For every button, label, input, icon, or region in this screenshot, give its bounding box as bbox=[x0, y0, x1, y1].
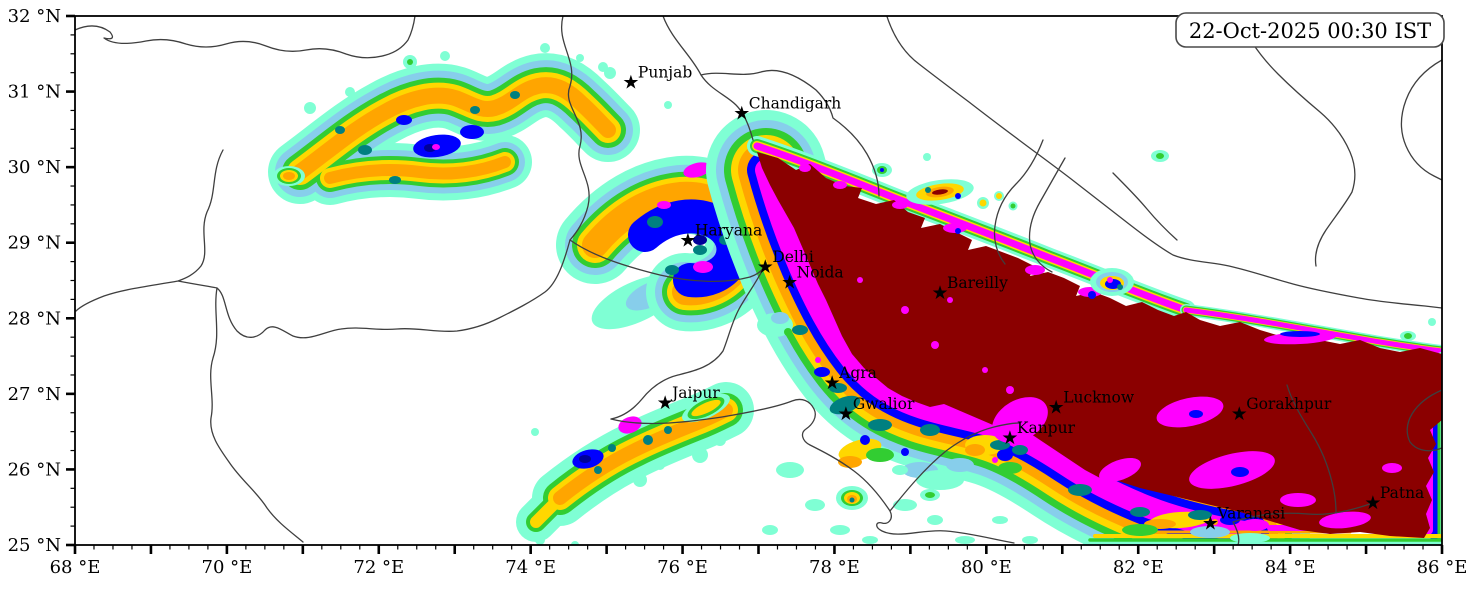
city-label: Patna bbox=[1380, 484, 1424, 502]
y-axis-tick-label: 28 °N bbox=[8, 308, 61, 329]
city-label: Agra bbox=[838, 364, 877, 382]
city-label: Noida bbox=[797, 263, 844, 281]
city-marker-lucknow: ★Lucknow bbox=[1048, 389, 1135, 419]
y-axis-tick-label: 27 °N bbox=[8, 384, 61, 405]
city-marker-chandigarh: ★Chandigarh bbox=[733, 95, 841, 125]
axis-tick-labels-layer: 68 °E 70 °E 72 °E 74 °E 76 °E 78 °E 80 °E 82 °E… bbox=[8, 6, 1468, 578]
boundary-varanasi bbox=[1232, 503, 1371, 545]
city-marker-gwalior: ★Gwalior bbox=[837, 395, 915, 425]
boundary-punjab-west bbox=[561, 16, 590, 241]
precip-isolated-north-blobs bbox=[872, 150, 1436, 341]
x-axis-tick-label: 82 °E bbox=[1113, 557, 1164, 578]
precip-extreme-red-mass bbox=[757, 152, 1442, 538]
city-label: Haryana bbox=[695, 222, 762, 240]
boundary-delhi-south bbox=[610, 262, 767, 420]
boundary-chambal bbox=[610, 398, 1015, 544]
boundaries-layer bbox=[75, 16, 1442, 545]
precip-inner-magenta-patches bbox=[799, 164, 1402, 529]
city-star-icon: ★ bbox=[837, 403, 854, 425]
boundary-uttarakhand-inner bbox=[993, 139, 1066, 273]
city-label: Varanasi bbox=[1216, 504, 1285, 522]
city-label: Punjab bbox=[638, 64, 692, 82]
city-star-icon: ★ bbox=[931, 282, 948, 304]
city-star-icon: ★ bbox=[733, 103, 750, 125]
precipitation-layer bbox=[273, 43, 1442, 545]
city-star-icon: ★ bbox=[679, 230, 696, 252]
city-star-icon: ★ bbox=[1048, 397, 1065, 419]
city-marker-patna: ★Patna bbox=[1364, 484, 1424, 514]
precip-cluster-jaipur bbox=[531, 388, 734, 545]
y-axis-tick-label: 25 °N bbox=[8, 535, 61, 556]
x-axis-tick-label: 70 °E bbox=[202, 557, 253, 578]
boundary-right-hook bbox=[1406, 389, 1442, 452]
precip-cluster-northwest bbox=[273, 43, 672, 186]
city-label: Jaipur bbox=[670, 384, 720, 402]
x-axis-tick-label: 80 °E bbox=[961, 557, 1012, 578]
plot-frame bbox=[74, 15, 1443, 546]
x-axis-tick-label: 86 °E bbox=[1417, 557, 1468, 578]
city-star-icon: ★ bbox=[824, 372, 841, 394]
city-marker-haryana: ★Haryana bbox=[679, 222, 762, 252]
boundary-right-top bbox=[1400, 59, 1442, 181]
city-marker-varanasi: ★Varanasi bbox=[1202, 504, 1285, 534]
x-axis-tick-label: 76 °E bbox=[657, 557, 708, 578]
boundary-nepal-inner-east bbox=[1237, 16, 1356, 267]
boundary-pakistan-west bbox=[75, 149, 571, 339]
boundary-himachal bbox=[662, 16, 880, 197]
city-label: Bareilly bbox=[947, 274, 1008, 292]
city-marker-bareilly: ★Bareilly bbox=[931, 274, 1008, 304]
city-marker-noida: ★Noida bbox=[781, 263, 844, 293]
city-marker-agra: ★Agra bbox=[824, 364, 877, 394]
city-marker-punjab: ★Punjab bbox=[622, 64, 692, 94]
city-label: Lucknow bbox=[1063, 389, 1135, 407]
y-axis-tick-label: 32 °N bbox=[8, 6, 61, 27]
city-label: Gorakhpur bbox=[1246, 395, 1332, 413]
city-markers-layer: ★Punjab★Chandigarh★Haryana★Delhi★Noida★B… bbox=[622, 64, 1424, 535]
x-axis-tick-label: 84 °E bbox=[1265, 557, 1316, 578]
city-label: Chandigarh bbox=[749, 95, 842, 113]
city-marker-gorakhpur: ★Gorakhpur bbox=[1231, 395, 1332, 425]
city-label: Kanpur bbox=[1017, 419, 1076, 437]
boundary-kanpur-branch bbox=[889, 422, 1021, 512]
precip-band-pockets bbox=[757, 312, 1270, 543]
timestamp-box-frame bbox=[1175, 12, 1445, 48]
timestamp-text: 22-Oct-2025 00:30 IST bbox=[1189, 19, 1431, 43]
boundary-nepal-inner-short bbox=[1112, 172, 1178, 241]
boundary-nepal bbox=[886, 16, 1442, 309]
y-axis-tick-label: 26 °N bbox=[8, 459, 61, 480]
boundary-haryana-north bbox=[569, 239, 767, 282]
boundary-rajasthan-south bbox=[210, 287, 304, 543]
x-axis-tick-label: 78 °E bbox=[809, 557, 860, 578]
boundary-kashmir bbox=[75, 16, 416, 59]
city-marker-kanpur: ★Kanpur bbox=[1001, 419, 1075, 449]
timestamp-box: 22-Oct-2025 00:30 IST bbox=[1175, 12, 1445, 48]
city-star-icon: ★ bbox=[1364, 492, 1381, 514]
city-star-icon: ★ bbox=[757, 256, 774, 278]
city-label: Gwalior bbox=[853, 395, 915, 413]
boundary-up-bihar bbox=[1286, 384, 1337, 513]
y-axis-tick-label: 30 °N bbox=[8, 157, 61, 178]
city-star-icon: ★ bbox=[622, 72, 639, 94]
x-axis-tick-label: 68 °E bbox=[50, 557, 101, 578]
city-label: Delhi bbox=[772, 248, 814, 266]
precip-scattered-south bbox=[762, 462, 1038, 544]
city-star-icon: ★ bbox=[1231, 403, 1248, 425]
y-axis-tick-label: 29 °N bbox=[8, 233, 61, 254]
x-axis-tick-label: 74 °E bbox=[505, 557, 556, 578]
city-star-icon: ★ bbox=[1001, 427, 1018, 449]
x-axis-tick-label: 72 °E bbox=[353, 557, 404, 578]
y-axis-tick-label: 31 °N bbox=[8, 82, 61, 103]
city-star-icon: ★ bbox=[781, 271, 798, 293]
city-marker-delhi: ★Delhi bbox=[757, 248, 814, 278]
city-marker-jaipur: ★Jaipur bbox=[657, 384, 721, 414]
city-star-icon: ★ bbox=[657, 392, 674, 414]
city-star-icon: ★ bbox=[1202, 512, 1219, 534]
